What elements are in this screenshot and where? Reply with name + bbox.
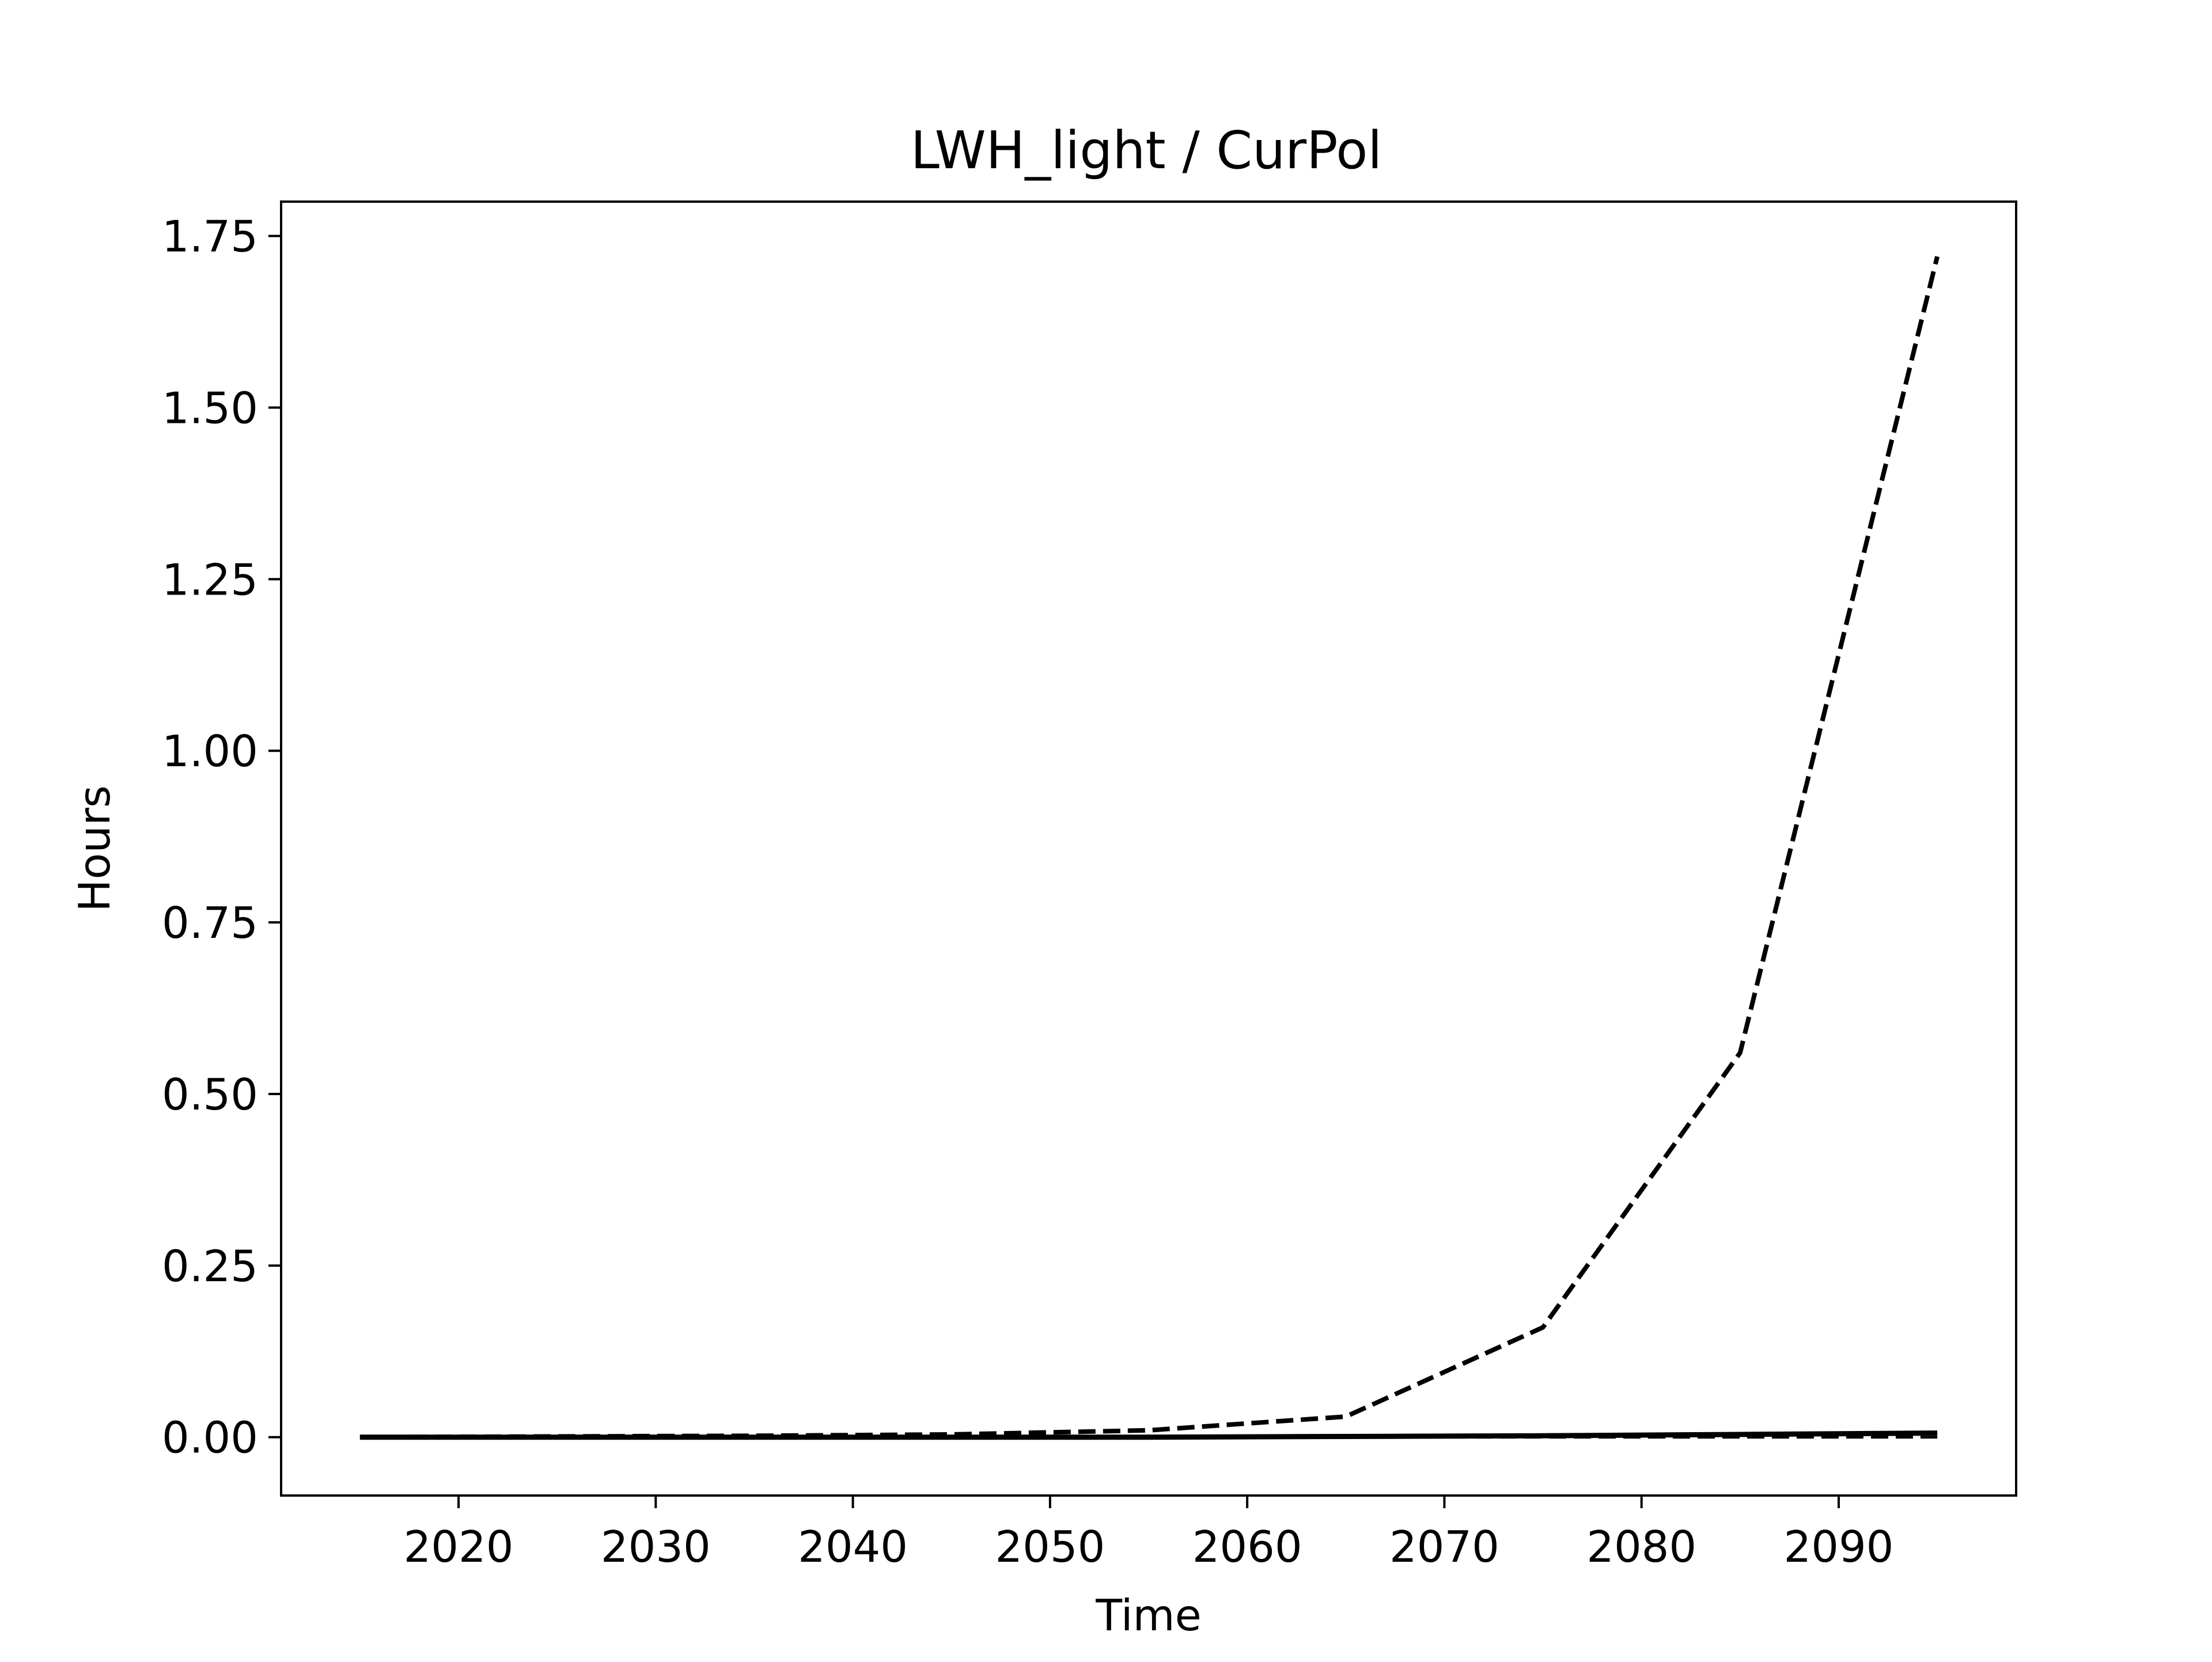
x-tick-label: 2040 [798, 1521, 908, 1572]
x-tick-label: 2050 [995, 1521, 1105, 1572]
y-axis-ticks: 0.00 0.25 0.50 0.75 1.00 1.25 1.50 1.75 [162, 211, 281, 1463]
y-axis-label: Hours [69, 785, 120, 912]
x-axis-ticks: 2020 2030 2040 2050 2060 2070 2080 2090 [404, 1496, 1894, 1572]
y-tick-label: 1.75 [162, 211, 258, 262]
y-tick-label: 0.75 [162, 898, 258, 948]
y-tick-label: 0.25 [162, 1241, 258, 1292]
y-tick-label: 1.50 [162, 383, 258, 433]
x-tick-label: 2030 [601, 1521, 711, 1572]
y-tick-label: 1.25 [162, 554, 258, 605]
x-axis-label: Time [1095, 1590, 1202, 1641]
plot-lines [359, 256, 1940, 1440]
x-tick-label: 2060 [1192, 1521, 1302, 1572]
x-tick-label: 2090 [1784, 1521, 1894, 1572]
series-line-1 [359, 256, 1940, 1440]
y-tick-label: 0.00 [162, 1413, 258, 1463]
y-tick-label: 1.00 [162, 726, 258, 777]
x-tick-label: 2070 [1389, 1521, 1499, 1572]
x-tick-label: 2080 [1586, 1521, 1696, 1572]
plot-frame [280, 200, 2017, 1497]
y-tick-label: 0.50 [162, 1069, 258, 1120]
chart-title: LWH_light / CurPol [911, 120, 1382, 181]
x-tick-label: 2020 [404, 1521, 514, 1572]
